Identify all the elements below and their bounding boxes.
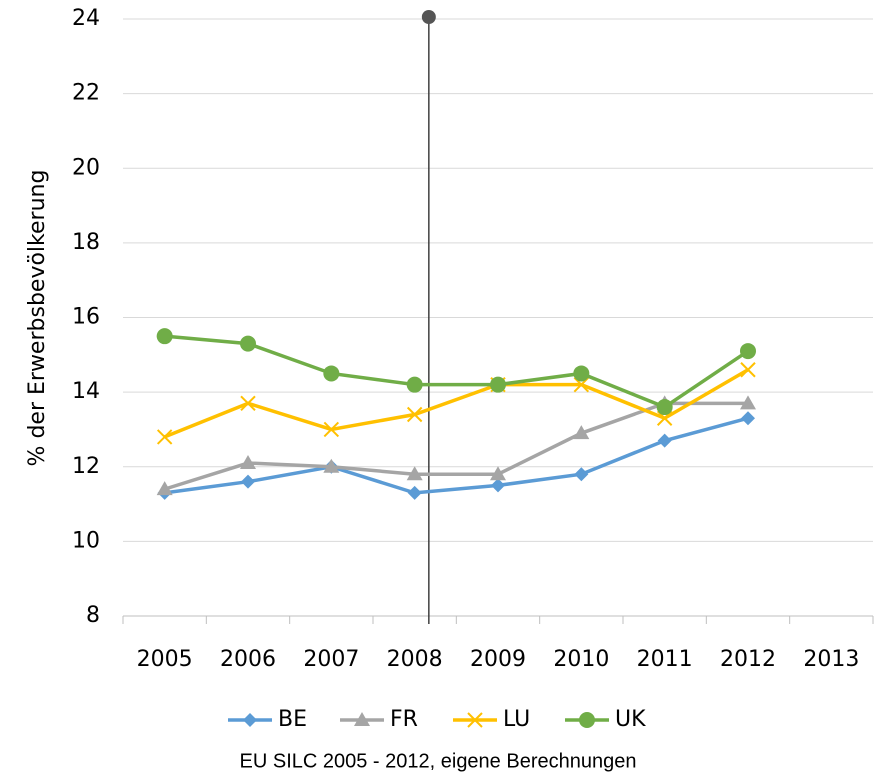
data-point (573, 425, 590, 440)
data-point (573, 376, 590, 393)
legend-item: BE (228, 707, 307, 732)
legend-marker (467, 712, 483, 728)
data-point (240, 335, 256, 352)
legend-marker (354, 712, 370, 726)
data-point (574, 467, 589, 482)
legend-label: LU (503, 707, 530, 732)
legend-label: UK (615, 707, 646, 732)
legend-marker (243, 713, 257, 727)
x-tick-label: 2013 (803, 647, 859, 672)
legend-marker (579, 712, 595, 728)
data-point (573, 365, 590, 382)
data-point (240, 455, 256, 470)
legend-item: FR (340, 707, 418, 732)
data-point (740, 362, 756, 378)
x-tick-label: 2011 (637, 647, 693, 672)
x-tick-label: 2010 (553, 647, 609, 672)
data-point (323, 421, 340, 438)
y-axis-label: % der Erwerbsbevölkerung (25, 170, 50, 467)
data-point (741, 411, 755, 426)
data-point (323, 365, 340, 382)
series-line (164, 401, 748, 491)
x-tick-label: 2006 (220, 647, 276, 672)
series-line (164, 416, 749, 495)
data-point (406, 376, 423, 393)
data-point (407, 485, 422, 500)
y-tick-label: 24 (72, 6, 100, 31)
y-tick-label: 16 (72, 305, 100, 330)
data-point (656, 399, 673, 416)
x-tick-label: 2007 (303, 647, 359, 672)
x-tick-label: 2009 (470, 647, 526, 672)
data-point (240, 395, 256, 412)
data-point (740, 395, 756, 410)
series-line (164, 334, 749, 410)
source-note: EU SILC 2005 - 2012, eigene Berechnungen (240, 750, 637, 772)
legend-item: UK (565, 707, 646, 732)
x-tick-label: 2005 (137, 647, 193, 672)
y-tick-label: 14 (72, 379, 100, 404)
data-point (156, 429, 173, 445)
data-point (656, 410, 673, 426)
data-point (156, 481, 173, 496)
data-point (156, 328, 173, 345)
data-point (657, 433, 672, 448)
data-point (406, 406, 423, 423)
data-point (740, 343, 756, 360)
legend-label: FR (390, 707, 418, 732)
x-tick-label: 2008 (387, 647, 443, 672)
y-tick-label: 22 (72, 81, 100, 106)
data-point (491, 478, 505, 493)
x-tick-label: 2012 (720, 647, 776, 672)
data-point (323, 458, 340, 473)
legend-item: LU (453, 707, 530, 732)
y-tick-label: 18 (72, 230, 100, 255)
data-point (490, 466, 506, 481)
y-tick-label: 10 (72, 528, 100, 553)
data-point (490, 376, 506, 393)
marker-line-dot (421, 10, 436, 24)
data-point (406, 466, 423, 481)
y-tick-label: 20 (72, 155, 100, 180)
legend-label: BE (278, 707, 307, 732)
y-tick-label: 8 (86, 603, 100, 628)
y-tick-label: 12 (72, 454, 100, 479)
data-point (241, 474, 255, 489)
series-line (164, 368, 749, 439)
